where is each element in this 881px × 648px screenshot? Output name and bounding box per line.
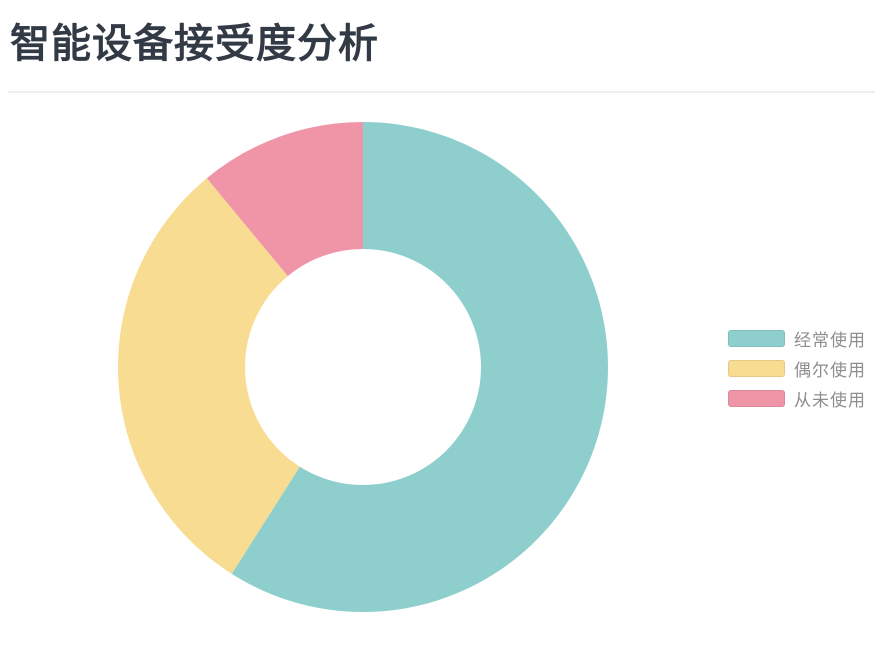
legend-label-never: 从未使用 <box>794 391 866 410</box>
legend-swatch-never <box>728 390 785 407</box>
legend-swatch-often <box>728 330 785 347</box>
legend-item-often[interactable]: 经常使用 <box>728 330 866 350</box>
legend-item-occasional[interactable]: 偶尔使用 <box>728 360 866 380</box>
title-divider <box>8 91 875 93</box>
legend-swatch-occasional <box>728 360 785 377</box>
pie-segment-2[interactable] <box>117 178 300 574</box>
donut-chart <box>117 122 608 612</box>
legend-item-never[interactable]: 从未使用 <box>728 390 866 410</box>
pie-segment-1[interactable] <box>231 122 608 612</box>
legend-label-occasional: 偶尔使用 <box>794 361 866 380</box>
legend-label-often: 经常使用 <box>794 331 866 350</box>
pie-segment-3[interactable] <box>206 122 363 277</box>
chart-legend: 经常使用 偶尔使用 从未使用 <box>728 330 866 420</box>
page-title: 智能设备接受度分析 <box>10 22 379 66</box>
